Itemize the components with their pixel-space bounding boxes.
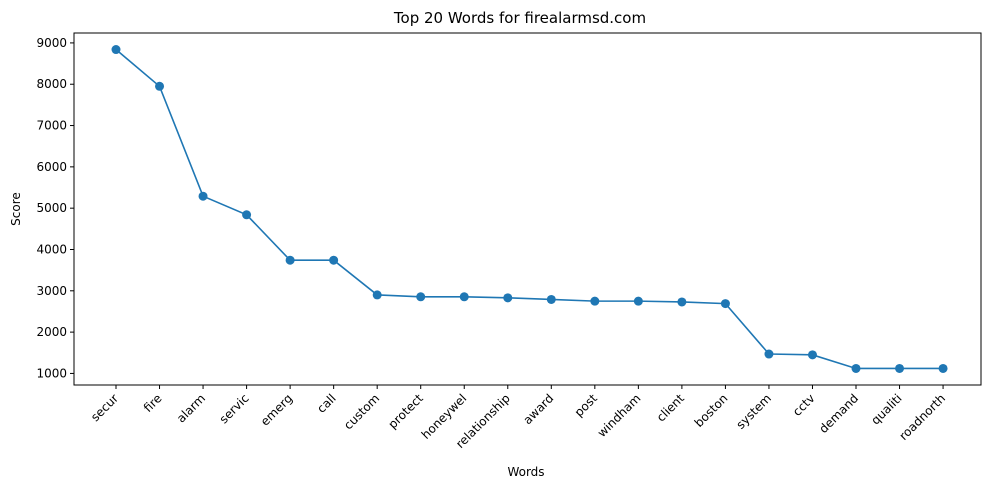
y-tick-label: 8000: [36, 77, 67, 91]
data-point: [546, 294, 556, 304]
y-tick-label: 2000: [36, 325, 67, 339]
plot-frame: [73, 32, 982, 386]
y-tick-label: 9000: [36, 36, 67, 50]
data-point: [938, 363, 948, 373]
data-points: [111, 45, 948, 373]
series-line: [115, 48, 944, 370]
data-point: [416, 292, 426, 302]
y-tick-label: 6000: [36, 160, 67, 174]
y-tick-label: 5000: [36, 201, 67, 215]
chart-title: Top 20 Words for firealarmsd.com: [393, 9, 646, 27]
y-tick-label: 4000: [36, 242, 67, 256]
data-point: [242, 210, 252, 220]
data-point: [807, 350, 817, 360]
data-point: [590, 296, 600, 306]
data-point: [111, 45, 121, 55]
y-tick-label: 3000: [36, 284, 67, 298]
y-axis-label: Score: [9, 192, 23, 226]
data-point: [764, 349, 774, 359]
data-point: [329, 255, 339, 265]
data-point: [895, 363, 905, 373]
x-axis-label: Words: [507, 465, 544, 479]
y-tick-label: 1000: [36, 366, 67, 380]
data-point: [633, 296, 643, 306]
data-point: [155, 81, 165, 91]
data-point: [720, 299, 730, 309]
data-point: [372, 290, 382, 300]
data-point: [851, 363, 861, 373]
data-point: [285, 255, 295, 265]
y-tick-label: 7000: [36, 119, 67, 133]
data-point: [459, 292, 469, 302]
y-axis-ticks: 1000 2000 3000 4000 5000 6000 7000 8000 9000: [36, 36, 74, 380]
data-point: [198, 191, 208, 201]
data-point: [677, 297, 687, 307]
data-point: [503, 293, 513, 303]
